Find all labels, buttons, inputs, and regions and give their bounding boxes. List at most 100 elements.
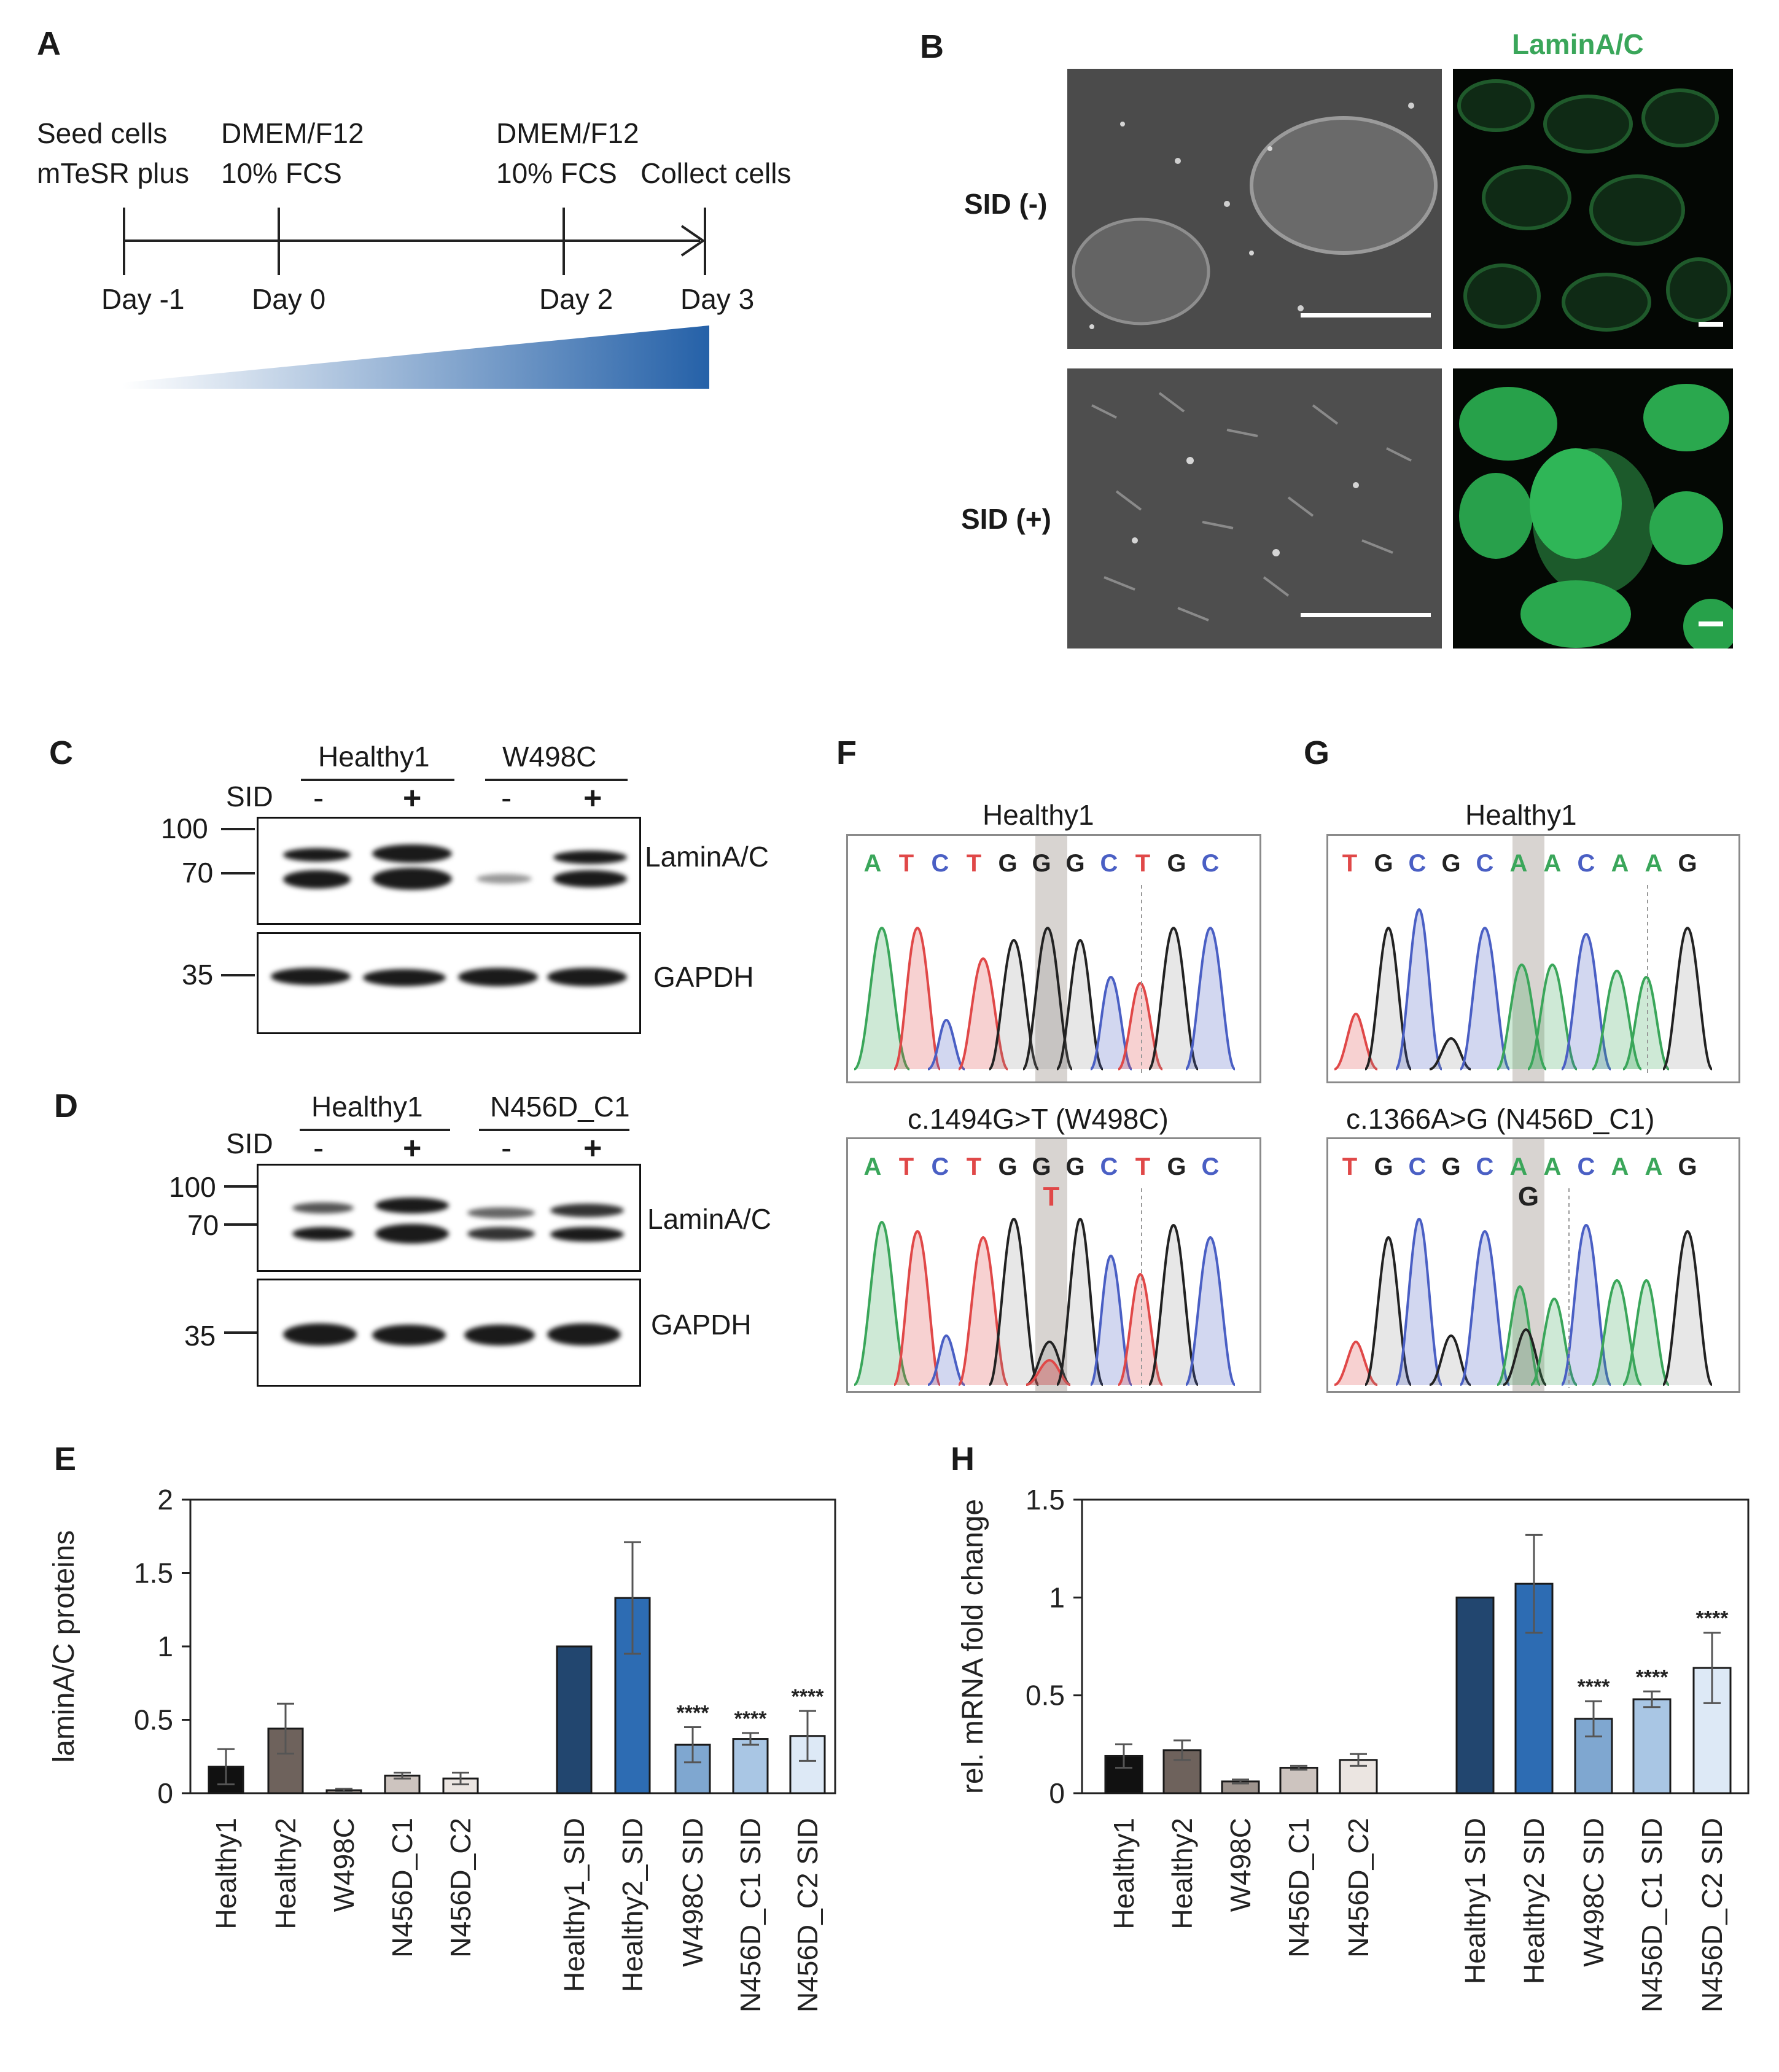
seq-f-bottom-base-2: C	[932, 1153, 949, 1180]
seq-g-top-base-2: C	[1409, 850, 1427, 877]
seq-g-top-base-3: G	[1441, 850, 1460, 877]
blot-c-lane1: -	[313, 781, 324, 816]
blot-c-mw-100: 100	[161, 812, 208, 844]
H-category-2: W498C	[1224, 1818, 1256, 1912]
seq-f-top-base-5: G	[1032, 850, 1051, 877]
seq-f-bottom-base-9: G	[1167, 1153, 1186, 1180]
H-category-4: N456D_C2	[1342, 1818, 1374, 1958]
seq-g-bottom-base-10: G	[1678, 1153, 1697, 1180]
seed-line2: mTeSR plus	[37, 157, 189, 189]
seq-g-top-base-5: A	[1510, 850, 1528, 877]
E-category-6: Healthy2_SID	[617, 1818, 648, 1992]
blot-d-group2-label: N456D_C1	[490, 1091, 630, 1123]
seq-g-top-base-10: G	[1678, 850, 1697, 877]
lamin-fluorescence-sid-minus	[1453, 69, 1733, 349]
blot-c-lane2: +	[403, 781, 422, 816]
E-category-3: N456D_C1	[386, 1818, 418, 1958]
E-bar-8	[732, 1738, 769, 1794]
blot-c-sid-label: SID	[226, 781, 273, 812]
H-ytick-label-0: 0	[1049, 1777, 1065, 1809]
seq-f-top-base-6: G	[1065, 850, 1084, 877]
sid-minus-row-label: SID (-)	[964, 188, 1048, 220]
blot-c-gapdh-membrane	[257, 932, 641, 1034]
H-signif-9: ****	[1696, 1607, 1729, 1630]
seq-f-bottom-base-6: G	[1065, 1153, 1084, 1180]
sid-plus-row-label: SID (+)	[961, 503, 1051, 535]
E-ytick-label-0: 0	[157, 1777, 173, 1809]
E-category-8: N456D_C1 SID	[734, 1818, 766, 2012]
seq-g-top-base-0: T	[1342, 850, 1357, 877]
seed-line1: Seed cells	[37, 117, 168, 149]
seq-f-top-base-8: T	[1135, 850, 1150, 877]
blot-c-group1-underline	[301, 779, 454, 781]
H-ytick-label-3: 1.5	[1026, 1484, 1065, 1516]
seq-f-bottom-base-4: G	[998, 1153, 1017, 1180]
seq-f-top-base-2: C	[932, 850, 949, 877]
blot-c-group2-underline	[485, 779, 628, 781]
blot-d-group2-underline	[479, 1129, 629, 1131]
panel-label-d: D	[54, 1088, 78, 1124]
E-bar-5	[556, 1645, 593, 1794]
H-category-1: Healthy2	[1166, 1818, 1198, 1930]
panel-label-e: E	[54, 1441, 77, 1478]
H-bar-8	[1632, 1698, 1672, 1794]
panel-label-c: C	[49, 734, 73, 771]
E-signif-7: ****	[677, 1701, 710, 1724]
E-ylabel: laminA/C proteins	[48, 1530, 80, 1763]
seq-g-bottom-base-3: G	[1441, 1153, 1460, 1180]
seq-f-bottom-base-1: T	[899, 1153, 914, 1180]
H-category-7: W498C SID	[1578, 1818, 1610, 1967]
E-signif-8: ****	[734, 1707, 768, 1731]
E-category-1: Healthy2	[270, 1818, 302, 1930]
day0-medium-line1: DMEM/F12	[221, 117, 364, 149]
day-label-2: Day 2	[539, 283, 613, 315]
H-bar-5	[1455, 1596, 1495, 1794]
blot-d-lane3: -	[501, 1131, 512, 1166]
seq-f-top-base-4: G	[998, 850, 1017, 877]
blot-d-lane1: -	[313, 1131, 324, 1166]
blot-c-protein-lamin: LaminA/C	[645, 841, 769, 873]
seq-g-bottom-base-6: A	[1544, 1153, 1562, 1180]
H-category-9: N456D_C2 SID	[1696, 1818, 1728, 2012]
seq-f-top-base-9: G	[1167, 850, 1186, 877]
seq-f-top-base-0: A	[864, 850, 882, 877]
seq-g-bottom-base-9: A	[1645, 1153, 1663, 1180]
blot-c-mw-35: 35	[182, 959, 214, 991]
seq-f-bottom-title: c.1494G>T (W498C)	[908, 1103, 1169, 1135]
day-label-0: Day 0	[252, 283, 326, 315]
seq-g-bottom-base-4: C	[1476, 1153, 1494, 1180]
blot-d-group1-underline	[300, 1129, 450, 1131]
E-category-4: N456D_C2	[445, 1818, 477, 1958]
E-bar-3	[384, 1774, 421, 1794]
seq-g-bottom-base-8: A	[1611, 1153, 1629, 1180]
panel-label-a: A	[37, 25, 61, 62]
seq-g-mutation-base: G	[1518, 1182, 1539, 1212]
day0-medium-line2: 10% FCS	[221, 157, 342, 189]
seq-f-top-base-7: C	[1100, 850, 1118, 877]
seq-g-bottom-base-5: A	[1510, 1153, 1528, 1180]
panel-label-g: G	[1304, 734, 1330, 771]
blot-d-mw-100: 100	[169, 1171, 216, 1203]
day-label-minus1: Day -1	[101, 283, 185, 315]
seq-g-bottom-base-1: G	[1374, 1153, 1393, 1180]
blot-c-group1-label: Healthy1	[318, 741, 430, 773]
seq-g-bottom-title: c.1366A>G (N456D_C1)	[1346, 1103, 1655, 1135]
H-category-6: Healthy2 SID	[1518, 1818, 1550, 1984]
seq-g-top-base-6: A	[1544, 850, 1562, 877]
lamin-fluorescence-sid-plus	[1453, 368, 1733, 648]
H-category-0: Healthy1	[1108, 1818, 1140, 1930]
H-ytick-label-1: 0.5	[1026, 1680, 1065, 1712]
H-signif-8: ****	[1636, 1665, 1669, 1689]
seq-g-bottom-base-2: C	[1409, 1153, 1427, 1180]
day2-medium-line1: DMEM/F12	[496, 117, 639, 149]
blot-c-lane3: -	[501, 781, 512, 816]
H-signif-7: ****	[1578, 1675, 1611, 1699]
seq-f-bottom-base-7: C	[1100, 1153, 1118, 1180]
fcs-gradient-wedge	[123, 325, 709, 389]
E-ytick-label-4: 2	[157, 1484, 173, 1516]
blot-c-mw-70: 70	[182, 857, 214, 889]
blot-c-lamin-membrane	[257, 817, 641, 925]
E-category-7: W498C SID	[677, 1818, 709, 1967]
seq-g-top-base-9: A	[1645, 850, 1663, 877]
